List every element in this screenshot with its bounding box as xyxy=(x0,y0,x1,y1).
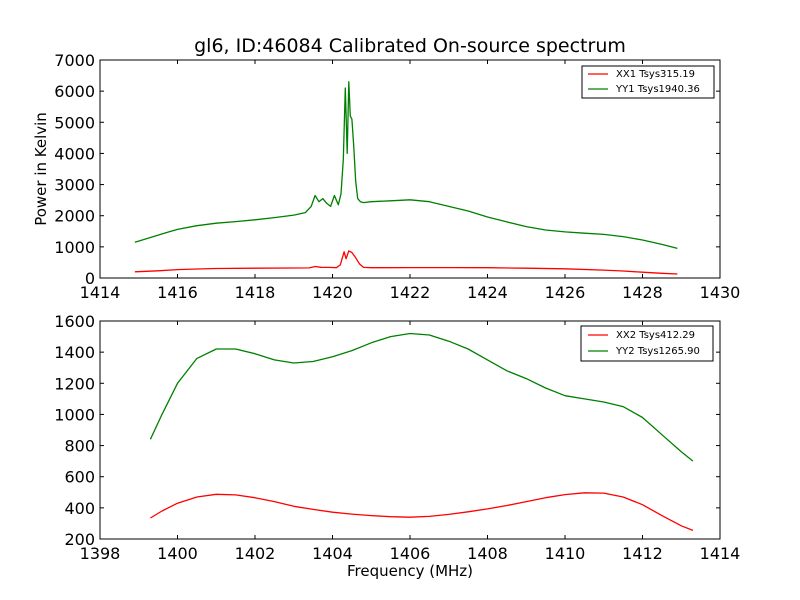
bottom-series-line-0 xyxy=(150,492,694,532)
bottom-x-tick-label-5: 1408 xyxy=(467,544,508,563)
bottom-chart: 1398 1400 1402 1404 1406 1408 1410 1412 1414 200 4… xyxy=(54,312,740,580)
top-x-tick-label-4: 1422 xyxy=(390,283,431,302)
bottom-y-tick-label-0: 200 xyxy=(64,530,95,549)
top-legend-label-yy1: YY1 Tsys1940.36 xyxy=(615,84,700,95)
bottom-x-tick-label-8: 1414 xyxy=(700,544,741,563)
top-x-tick-label-6: 1426 xyxy=(545,283,586,302)
bottom-x-tick-label-1: 1400 xyxy=(157,544,198,563)
bottom-y-tick-label-7: 1600 xyxy=(54,312,95,331)
top-y-tick-label-5: 5000 xyxy=(54,113,95,132)
bottom-y-tick-label-6: 1400 xyxy=(54,343,95,362)
top-y-tick-label-2: 2000 xyxy=(54,207,95,226)
bottom-series-line-1 xyxy=(149,332,694,462)
bottom-x-tick-label-0: 1398 xyxy=(80,544,121,563)
top-x-tick-label-7: 1428 xyxy=(622,283,663,302)
bottom-legend: XX2 Tsys412.29 YY2 Tsys1265.90 xyxy=(580,325,714,362)
top-y-tick-label-6: 6000 xyxy=(54,82,95,101)
top-y-tick-label-7: 7000 xyxy=(54,51,95,70)
bottom-x-tick-label-7: 1412 xyxy=(622,544,663,563)
bottom-x-tick-label-4: 1406 xyxy=(390,544,431,563)
top-y-tick-label-1: 1000 xyxy=(54,238,95,257)
bottom-legend-label-yy2: YY2 Tsys1265.90 xyxy=(615,346,700,357)
top-y-tick-label-0: 0 xyxy=(85,269,95,288)
top-x-tick-label-5: 1424 xyxy=(467,283,508,302)
top-series-line-0 xyxy=(134,250,678,275)
bottom-y-tick-label-5: 1200 xyxy=(54,374,95,393)
top-series-layer xyxy=(134,81,678,275)
top-x-tick-label-1: 1416 xyxy=(157,283,198,302)
bottom-y-tick-label-3: 800 xyxy=(64,437,95,456)
top-x-tick-label-8: 1430 xyxy=(700,283,741,302)
bottom-x-tick-label-6: 1410 xyxy=(545,544,586,563)
bottom-y-tick-label-4: 1000 xyxy=(54,405,95,424)
top-x-tick-label-2: 1418 xyxy=(235,283,276,302)
bottom-legend-box xyxy=(580,325,714,362)
top-series-line-1 xyxy=(134,81,678,250)
top-legend-label-xx1: XX1 Tsys315.19 xyxy=(616,69,695,80)
bottom-x-tick-label-2: 1402 xyxy=(235,544,276,563)
top-chart-title: gl6, ID:46084 Calibrated On-source spect… xyxy=(194,35,626,57)
bottom-legend-label-xx2: XX2 Tsys412.29 xyxy=(616,330,695,341)
bottom-x-axis-label: Frequency (MHz) xyxy=(347,562,473,580)
bottom-y-tick-label-1: 400 xyxy=(64,499,95,518)
top-y-axis-label: Power in Kelvin xyxy=(32,112,50,226)
bottom-x-tick-label-3: 1404 xyxy=(312,544,353,563)
bottom-tick-layer: 1398 1400 1402 1404 1406 1408 1410 1412 1414 200 4… xyxy=(54,312,740,563)
bottom-y-tick-label-2: 600 xyxy=(64,468,95,487)
top-tick-layer: 1414 1416 1418 1420 1422 1424 1426 1428 1430 0 100… xyxy=(54,51,740,302)
top-y-tick-label-4: 4000 xyxy=(54,144,95,163)
top-y-tick-label-3: 3000 xyxy=(54,176,95,195)
top-x-tick-label-3: 1420 xyxy=(312,283,353,302)
bottom-series-layer xyxy=(149,332,694,532)
top-legend: XX1 Tsys315.19 YY1 Tsys1940.36 xyxy=(581,65,715,99)
top-legend-box xyxy=(581,65,715,99)
top-x-tick-label-0: 1414 xyxy=(80,283,121,302)
top-chart: 1414 1416 1418 1420 1422 1424 1426 1428 1430 0 100… xyxy=(32,35,740,302)
